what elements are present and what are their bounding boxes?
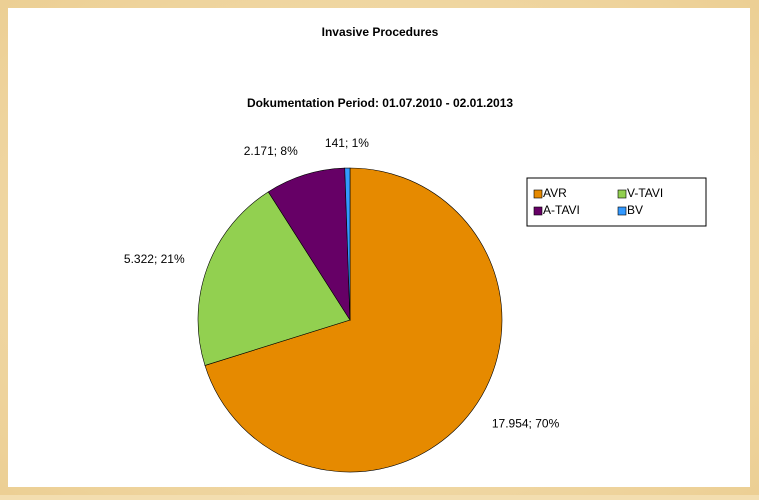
pie-slice xyxy=(204,167,503,473)
legend-label: BV xyxy=(627,203,643,217)
data-label: 17.954; 70% xyxy=(492,416,560,430)
legend-swatch xyxy=(617,206,627,216)
legend-swatch xyxy=(617,189,627,199)
legend-swatch xyxy=(533,206,543,216)
data-label: 5.322; 21% xyxy=(124,252,185,266)
legend-label: A-TAVI xyxy=(543,203,580,217)
chart-title: Invasive Procedures xyxy=(322,25,439,39)
legend-swatch xyxy=(533,189,543,199)
data-label: 2.171; 8% xyxy=(244,144,298,158)
legend-box xyxy=(526,177,707,227)
chart-subtitle: Dokumentation Period: 01.07.2010 - 02.01… xyxy=(247,96,513,110)
data-label: 141; 1% xyxy=(325,136,369,150)
legend-label: AVR xyxy=(543,186,567,200)
legend-label: V-TAVI xyxy=(627,186,663,200)
pie-slice xyxy=(344,167,351,321)
pie-slice xyxy=(197,191,351,366)
